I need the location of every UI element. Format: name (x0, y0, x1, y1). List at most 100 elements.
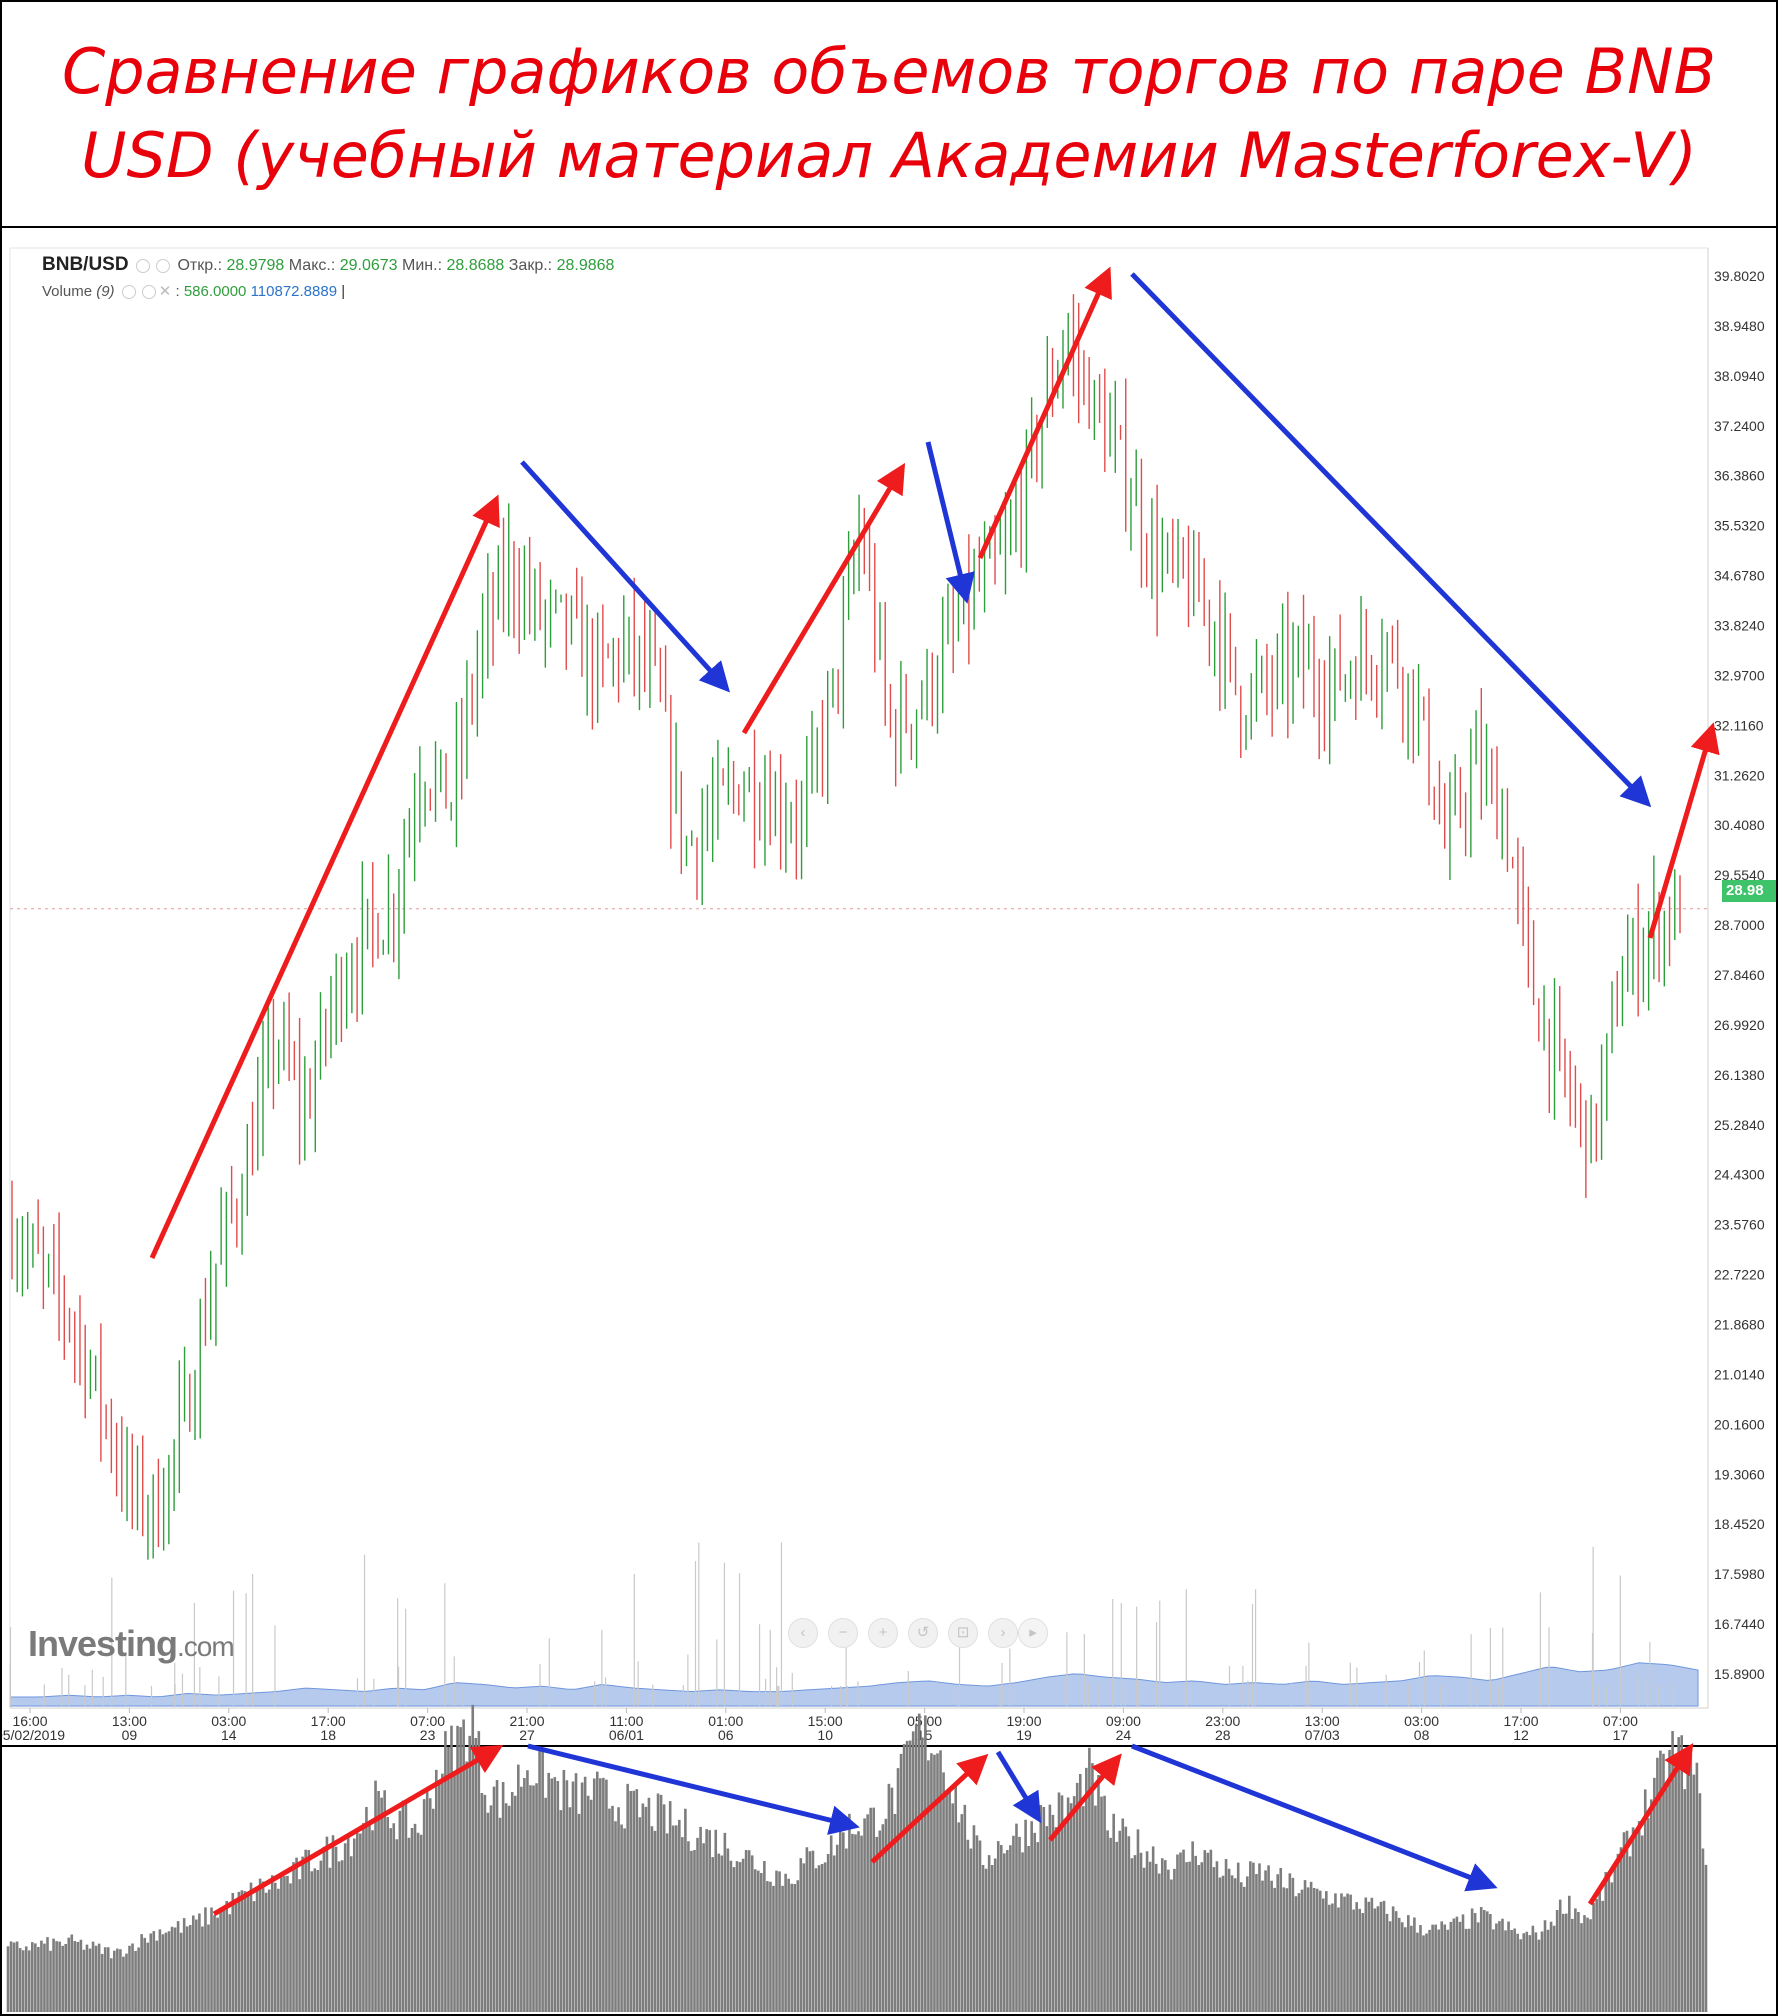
y-tick-label: 33.8240 (1714, 618, 1765, 634)
blue-trend-arrow (527, 1743, 860, 1835)
x-tick-time: 17:00 (311, 1713, 346, 1729)
x-tick-date: 17 (1613, 1727, 1629, 1743)
zoom-range-icon[interactable]: ⊡ (948, 1618, 978, 1648)
zoom-in-icon[interactable]: + (868, 1618, 898, 1648)
investing-logo: Investing.com (28, 1623, 235, 1665)
y-tick-label: 27.8460 (1714, 967, 1765, 983)
x-tick-time: 13:00 (1305, 1713, 1340, 1729)
settings-icon[interactable] (141, 285, 156, 300)
x-tick-date: 06 (718, 1727, 734, 1743)
y-tick-label: 32.9700 (1714, 667, 1765, 683)
bottom-volume-bars (6, 1704, 1708, 2012)
chart-svg[interactable]: 39.8020 38.9480 38.0940 37.2400 36.3860 35.53… (2, 228, 1776, 2014)
x-tick-time: 17:00 (1503, 1713, 1538, 1729)
x-tick-time: 09:00 (1106, 1713, 1141, 1729)
eye-icon[interactable] (121, 285, 136, 300)
blue-trend-arrow (1130, 272, 1652, 808)
x-tick-time: 23:00 (1205, 1713, 1240, 1729)
y-tick-label: 24.4300 (1714, 1167, 1765, 1183)
red-trend-arrow (149, 494, 500, 1260)
y-tick-label: 16.7440 (1714, 1616, 1765, 1632)
high-value: 29.0673 (339, 257, 398, 274)
x-tick-time: 13:00 (112, 1713, 147, 1729)
y-tick-label: 35.5320 (1714, 518, 1765, 534)
y-tick-label: 22.7220 (1714, 1267, 1765, 1283)
y-tick-label: 28.7000 (1714, 917, 1765, 933)
x-tick-date: 05/02/2019 (2, 1727, 65, 1743)
close-icon[interactable]: ✕ (158, 283, 172, 300)
ohlc-header: BNB/USD Откр.: 28.9798 Макс.: 29.0673 Ми… (42, 254, 614, 276)
x-tick-time: 21:00 (509, 1713, 544, 1729)
volume-period: (9) (96, 283, 115, 300)
x-tick-date: 19 (1016, 1727, 1032, 1743)
symbol-label[interactable]: BNB/USD (42, 254, 129, 275)
x-tick-date: 18 (320, 1727, 336, 1743)
y-tick-label: 32.1160 (1714, 717, 1764, 733)
x-tick-date: 28 (1215, 1727, 1231, 1743)
volume-header: Volume (9) ✕ : 586.0000 110872.8889 | (42, 283, 346, 300)
red-trend-arrow (741, 462, 906, 735)
open-value: 28.9798 (226, 257, 285, 274)
red-trend-arrow (977, 266, 1112, 560)
eye-icon[interactable] (136, 258, 151, 273)
red-trend-arrow (1048, 1753, 1122, 1842)
x-tick-time: 11:00 (609, 1713, 643, 1729)
x-tick-date: 14 (221, 1727, 237, 1743)
x-tick-time: 15:00 (808, 1713, 843, 1729)
low-value: 28.8688 (446, 257, 505, 274)
x-tick-date: 24 (1116, 1727, 1132, 1743)
y-tick-label: 15.8900 (1714, 1666, 1765, 1682)
red-trend-arrow (870, 1753, 989, 1864)
last-price-badge: 28.98 (1722, 880, 1776, 902)
y-tick-label: 20.1600 (1714, 1416, 1765, 1432)
y-tick-label: 17.5980 (1714, 1566, 1765, 1582)
y-tick-label: 26.9920 (1714, 1017, 1765, 1033)
close-label: Закр.: (508, 257, 553, 274)
y-tick-label: 21.0140 (1714, 1366, 1765, 1382)
volume-value-2: 110872.8889 (250, 283, 338, 300)
x-tick-date: 23 (420, 1727, 436, 1743)
volume-spikes (9, 1542, 1674, 1706)
y-tick-label: 19.3060 (1714, 1466, 1765, 1482)
blue-trend-arrow (995, 1750, 1042, 1824)
x-tick-date: 09 (122, 1727, 138, 1743)
blue-trend-arrow (1131, 1743, 1498, 1892)
volume-label: Volume (42, 283, 93, 300)
zoom-out-icon[interactable]: − (828, 1618, 858, 1648)
y-tick-label: 38.0940 (1714, 368, 1765, 384)
red-trend-arrow (1647, 722, 1720, 939)
close-value: 28.9868 (556, 257, 615, 274)
x-tick-date: 06/01 (609, 1727, 644, 1743)
y-tick-label: 34.6780 (1714, 568, 1765, 584)
x-tick-date: 12 (1513, 1727, 1529, 1743)
y-tick-label: 25.2840 (1714, 1117, 1765, 1133)
open-label: Откр.: (177, 257, 223, 274)
play-icon[interactable]: ▸ (1018, 1618, 1048, 1648)
y-tick-label: 23.5760 (1714, 1217, 1765, 1233)
logo-main: Investing (28, 1623, 178, 1664)
logo-suffix: .com (177, 1631, 235, 1662)
x-tick-date: 08 (1414, 1727, 1430, 1743)
chart-frame[interactable]: 39.8020 38.9480 38.0940 37.2400 36.3860 35.53… (0, 226, 1778, 2016)
red-trend-arrow (212, 1744, 504, 1917)
x-tick-time: 01:00 (708, 1713, 743, 1729)
blue-trend-arrow (925, 441, 975, 604)
volume-value-1: 586.0000 (183, 283, 247, 300)
low-label: Мин.: (402, 257, 443, 274)
chevron-left-icon[interactable]: ‹ (788, 1618, 818, 1648)
chevron-right-icon[interactable]: › (988, 1618, 1018, 1648)
reset-icon[interactable]: ↺ (908, 1618, 938, 1648)
y-tick-label: 38.9480 (1714, 318, 1765, 334)
x-tick-date: 07/03 (1305, 1727, 1340, 1743)
x-tick-time: 19:00 (1006, 1713, 1041, 1729)
settings-icon[interactable] (156, 258, 171, 273)
x-tick-time: 16:00 (12, 1713, 47, 1729)
plot-area[interactable] (9, 247, 1709, 1709)
red-trend-arrow (1587, 1742, 1694, 1906)
x-tick-time: 07:00 (410, 1713, 445, 1729)
y-tick-label: 30.4080 (1714, 817, 1765, 833)
y-tick-label: 29.5540 (1714, 867, 1765, 883)
x-tick-time: 07:00 (1603, 1713, 1638, 1729)
y-tick-label: 39.8020 (1714, 268, 1765, 284)
x-tick-date: 10 (817, 1727, 833, 1743)
